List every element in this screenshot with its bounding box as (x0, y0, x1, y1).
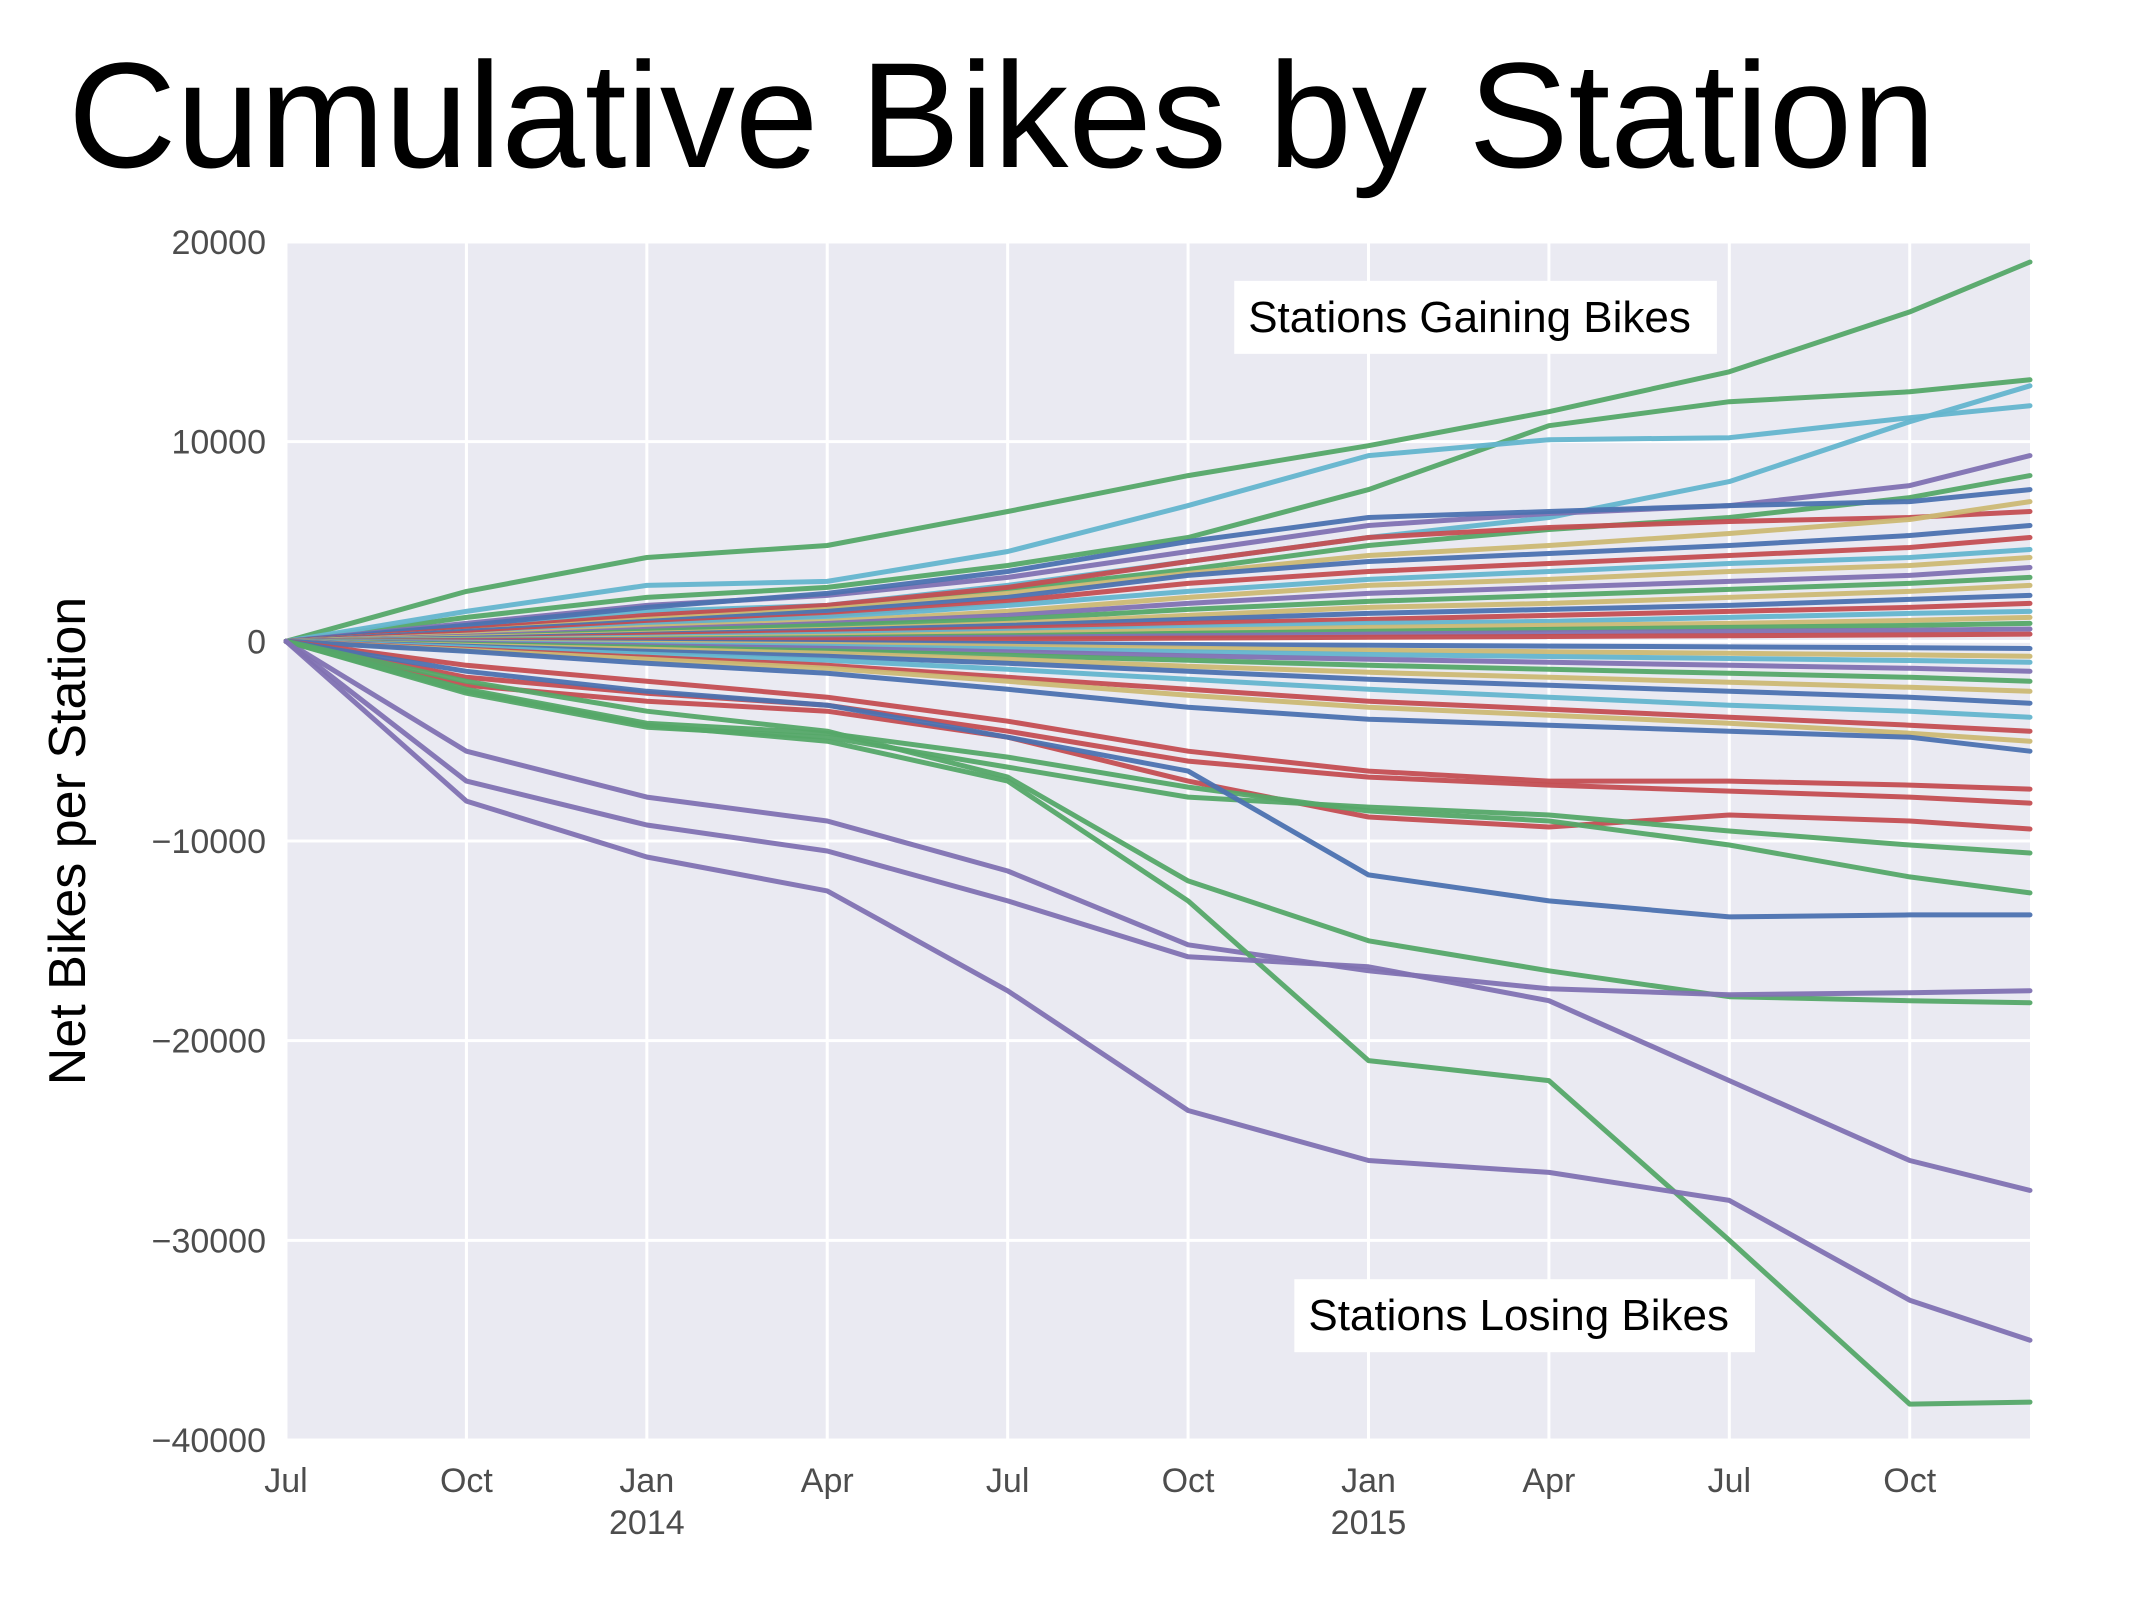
series-line-36 (283, 638, 2033, 832)
y-tick-labels: 20000 10000 0 −10000 −20000 −30000 −40000 (152, 224, 266, 1460)
series-line-43 (283, 638, 2033, 1407)
annotation-2: Stations Losing Bikes (1294, 1279, 1756, 1353)
y-tick-label: 10000 (171, 424, 266, 462)
x-tick-label: Apr (1522, 1462, 1575, 1500)
series-line-33 (283, 638, 2033, 744)
y-tick-label: 0 (247, 623, 266, 661)
y-axis-label: Net Bikes per Station (39, 597, 97, 1085)
series-line-3 (283, 403, 2033, 644)
y-tick-label: 20000 (171, 224, 266, 262)
x-tick-label: Jan (1341, 1462, 1396, 1500)
annotation-text: Stations Gaining Bikes (1248, 293, 1691, 342)
x-tick-year-label: 2015 (1331, 1504, 1407, 1542)
x-tick-labels: Jul Oct Jan 2014 Apr Jul Oct Jan 2015 Apr Jul Oct (264, 1462, 1936, 1542)
series-line-44 (283, 638, 2033, 1193)
annotation-box (1234, 280, 1717, 354)
x-tick-label: Oct (1162, 1462, 1215, 1500)
x-tick-label: Jan (619, 1462, 674, 1500)
x-tick-label: Jul (1708, 1462, 1751, 1500)
x-tick-label: Jul (986, 1462, 1029, 1500)
x-tick-label: Oct (440, 1462, 493, 1500)
series-line-1 (283, 259, 2033, 644)
y-tick-label: −40000 (152, 1422, 266, 1460)
series-line-37 (283, 638, 2033, 792)
series-line-42 (283, 638, 2033, 998)
y-tick-label: −20000 (152, 1023, 266, 1061)
annotation-1: Stations Gaining Bikes (1234, 280, 1717, 354)
slide-title: Cumulative Bikes by Station (68, 31, 1936, 199)
series-line-35 (283, 638, 2033, 806)
x-tick-label: Jul (264, 1462, 307, 1500)
series-line-34 (283, 638, 2033, 754)
annotation-box (1294, 1279, 1756, 1353)
y-tick-label: −10000 (152, 823, 266, 861)
x-tick-label: Apr (801, 1462, 854, 1500)
series-line-8 (283, 509, 2033, 644)
series-line-31 (283, 638, 2033, 720)
x-tick-label: Oct (1883, 1462, 1936, 1500)
series-line-40 (283, 638, 2033, 920)
y-tick-label: −30000 (152, 1222, 266, 1260)
series-line-45 (283, 638, 2033, 1343)
series-line-41 (283, 638, 2033, 1006)
x-tick-year-label: 2014 (609, 1504, 685, 1542)
series-lines (283, 259, 2033, 1407)
annotations: Stations Gaining Bikes Stations Losing Bi… (1234, 280, 1756, 1353)
series-line-2 (283, 377, 2033, 644)
annotation-text: Stations Losing Bikes (1308, 1291, 1729, 1340)
series-line-7 (283, 487, 2033, 644)
